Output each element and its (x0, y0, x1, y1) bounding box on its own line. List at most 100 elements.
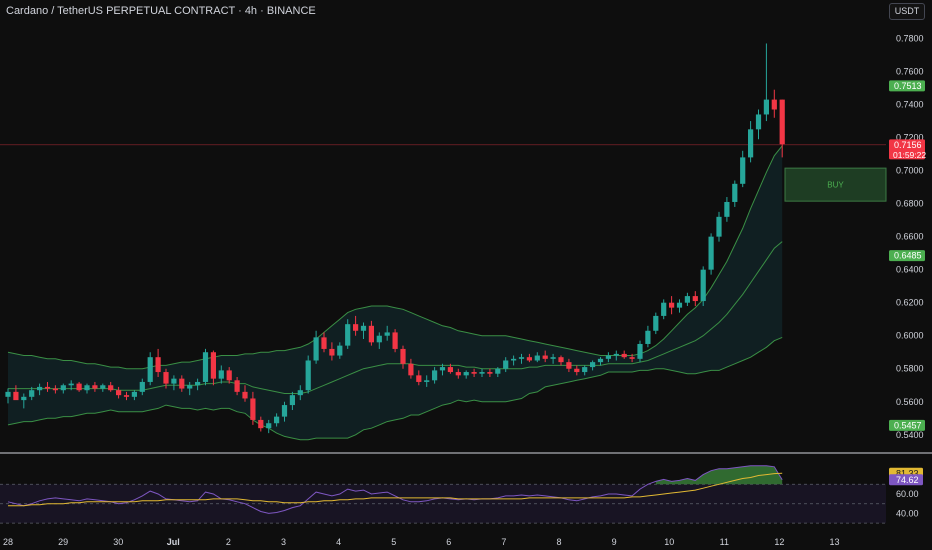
candle-body (732, 183, 738, 202)
candle-body (771, 99, 777, 110)
time-tick-label: 8 (556, 537, 561, 547)
candle-body (274, 416, 280, 424)
candle-body (155, 357, 161, 373)
currency-button[interactable]: USDT (889, 3, 925, 20)
price-label-box (889, 139, 925, 160)
rsi-pane[interactable] (0, 465, 886, 524)
rsi-ma-line (8, 472, 783, 507)
candle-body (597, 358, 604, 363)
candle-body (321, 337, 327, 349)
time-tick-label: 4 (336, 537, 341, 547)
rsi-tick-label: 60.00 (896, 489, 919, 499)
time-tick-label: Jul (167, 537, 180, 547)
candle-body (692, 296, 698, 302)
candle-body (447, 367, 453, 373)
candle-body (637, 343, 643, 359)
candle-body (44, 386, 51, 389)
time-tick-label: 2 (226, 537, 231, 547)
candle-body (700, 269, 706, 302)
candle-body (289, 395, 295, 406)
rsi-line (7, 465, 783, 514)
candle-body (210, 352, 216, 379)
time-tick-label: 11 (720, 537, 729, 547)
candle-body (234, 380, 240, 392)
candle-body (574, 368, 580, 373)
band-middle-line (8, 241, 783, 394)
buy-zone-label: BUY (827, 181, 844, 190)
price-label-box (889, 250, 925, 262)
price-axis[interactable]: 0.7800 0.7600 0.7400 0.7200 0.7000 0.6800 0.66… (889, 34, 926, 519)
candle-body (131, 391, 137, 397)
candle-body (368, 325, 374, 343)
candle-body (439, 367, 446, 371)
candle-body (416, 375, 422, 382)
candle-body (266, 423, 272, 429)
candle-body (108, 385, 114, 391)
candle-body (218, 370, 224, 379)
candle-body (52, 388, 58, 391)
candle-body (305, 360, 311, 391)
time-tick-label: 9 (612, 537, 617, 547)
candle-body (763, 99, 769, 115)
candle-body (37, 386, 43, 391)
chart-title: Cardano / TetherUS PERPETUAL CONTRACT · … (6, 5, 316, 17)
candle-body (297, 390, 303, 396)
price-tick-label: 0.6400 (896, 265, 924, 275)
price-label: 0.7156 (894, 140, 922, 150)
price-label: 0.6485 (894, 251, 922, 261)
candle-body (179, 378, 185, 389)
candle-body (408, 363, 414, 376)
candle-body (455, 372, 461, 376)
time-tick-label: 5 (391, 537, 396, 547)
candle-body (661, 302, 667, 316)
candle-body (195, 381, 201, 386)
candle-body (669, 302, 675, 308)
price-label-box (889, 80, 925, 92)
price-tick-label: 0.6000 (896, 331, 924, 341)
candle-body (716, 216, 722, 237)
candle-body (360, 325, 367, 331)
candle-body (281, 405, 288, 417)
candle-body (258, 419, 264, 429)
price-tick-label: 0.7600 (896, 67, 924, 77)
price-tick-label: 0.7200 (896, 133, 924, 143)
time-tick-label: 28 (3, 537, 13, 547)
countdown-label: 01:59:22 (893, 150, 926, 160)
candle-body (708, 236, 714, 270)
candle-body (337, 345, 343, 356)
candle-body (163, 372, 169, 384)
time-tick-label: 13 (829, 537, 839, 547)
candle-body (613, 353, 619, 356)
price-tick-label: 0.7400 (896, 100, 924, 110)
candle-body (518, 357, 525, 359)
candle-body (68, 383, 74, 386)
candle-body (582, 367, 588, 373)
time-tick-label: 3 (281, 537, 286, 547)
time-axis[interactable]: 28 29 30 Jul 2 3 4 5 6 7 8 9 10 11 12 13 (3, 537, 840, 547)
rsi-tick-label: 40.00 (896, 508, 919, 518)
candle-body (329, 348, 335, 356)
candle-body (487, 372, 493, 374)
candle-body (353, 324, 359, 331)
price-tick-label: 0.6800 (896, 199, 924, 209)
time-tick-label: 6 (446, 537, 451, 547)
candle-body (21, 396, 27, 401)
candle-body (226, 370, 232, 381)
candle-body (684, 296, 690, 303)
candle-body (605, 355, 611, 359)
candle-body (187, 385, 193, 389)
candle-body (13, 391, 19, 401)
candle-body (171, 378, 177, 384)
candle-body (29, 390, 35, 397)
candle-body (139, 381, 145, 392)
candle-body (242, 391, 248, 399)
price-tick-label: 0.5600 (896, 397, 924, 407)
candle-body (424, 380, 430, 382)
candle-body (653, 315, 659, 331)
candle-body (5, 391, 11, 397)
price-tick-label: 0.6200 (896, 298, 924, 308)
price-pane[interactable]: BUY (0, 43, 932, 454)
candle-body (123, 395, 130, 397)
candle-body (202, 352, 209, 382)
